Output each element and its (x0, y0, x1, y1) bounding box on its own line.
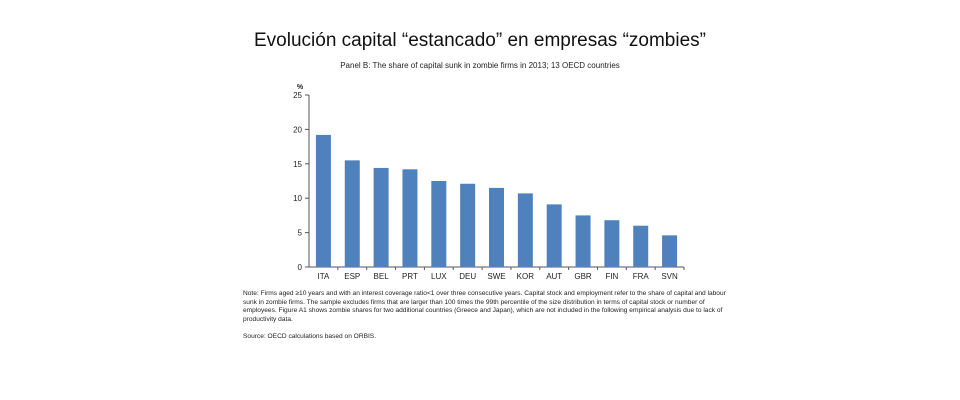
x-tick-label: DEU (459, 272, 476, 281)
bar-kor (517, 193, 533, 267)
x-tick-label: FRA (633, 272, 650, 281)
bar-bel (373, 167, 389, 267)
y-tick-label: 25 (293, 91, 302, 100)
x-tick-label: SVN (661, 272, 678, 281)
x-tick-label: FIN (605, 272, 618, 281)
chart-labels: 0 5 10 15 20 25% ITA ESP BEL PRT LUX DEU SWE KOR AUT GB… (293, 84, 678, 281)
x-tick-label: PRT (402, 272, 418, 281)
y-tick-label: 10 (293, 194, 302, 203)
bar-ita (315, 134, 331, 267)
page-title: Evolución capital “estancado” en empresa… (254, 30, 706, 51)
x-tick-label: GBR (574, 272, 592, 281)
chart-subtitle: Panel B: The share of capital sunk in zo… (340, 61, 620, 70)
y-tick-label: 5 (298, 229, 303, 238)
bar-svn (662, 235, 678, 267)
bar-fin (604, 220, 620, 267)
x-tick-label: KOR (517, 272, 535, 281)
bar-gbr (575, 215, 591, 267)
chart-source: Source: OECD calculations based on ORBIS… (243, 333, 377, 340)
x-tick-label: ITA (317, 272, 330, 281)
y-tick-label: 20 (293, 125, 302, 134)
bar-chart: 0 5 10 15 20 25% ITA ESP BEL PRT LUX DEU SWE KOR AUT GB… (293, 84, 685, 281)
chart-note: Note: Firms aged ≥10 years and with an i… (243, 290, 726, 323)
y-tick-label: 0 (298, 263, 303, 272)
bar-fra (633, 225, 649, 267)
chart-bars (315, 134, 678, 267)
bar-lux (431, 181, 447, 267)
x-tick-label: AUT (546, 272, 562, 281)
x-tick-label: LUX (431, 272, 447, 281)
x-tick-label: BEL (374, 272, 390, 281)
bar-aut (546, 204, 562, 267)
y-axis-unit-label: % (297, 84, 304, 91)
bar-swe (489, 187, 504, 267)
x-tick-label: SWE (487, 272, 505, 281)
bar-esp (344, 160, 360, 267)
x-tick-label: ESP (344, 272, 360, 281)
y-tick-label: 15 (293, 160, 302, 169)
bar-deu (460, 183, 476, 267)
bar-prt (402, 169, 418, 267)
